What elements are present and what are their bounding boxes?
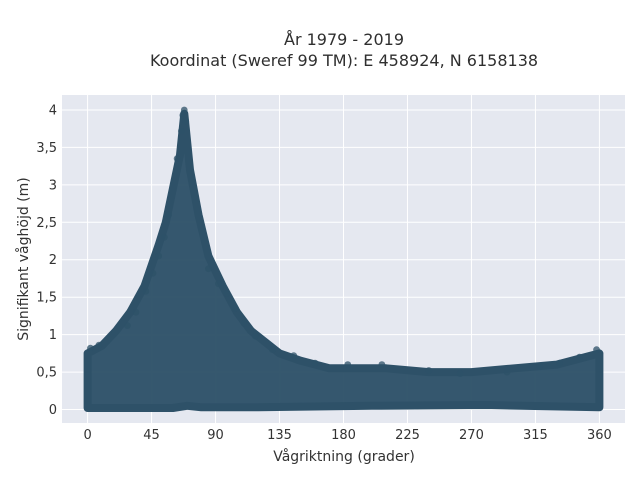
point-density-envelope: [83, 109, 604, 412]
x-tick-labels: 0 45 90 135 180 225 270 315 360: [83, 428, 611, 443]
y-tick-label: 4: [49, 103, 57, 118]
scatter-point: [160, 233, 168, 241]
scatter-point: [240, 320, 248, 327]
scatter-point: [95, 341, 103, 349]
y-tick-label: 2,5: [36, 216, 57, 231]
scatter-point: [425, 367, 433, 374]
y-axis-title: Signifikant våghöjd (m): [15, 177, 32, 340]
y-tick-label: 3: [49, 178, 57, 193]
scatter-point: [149, 269, 157, 277]
scatter-point: [593, 346, 600, 354]
x-tick-label: 0: [83, 428, 91, 443]
x-tick-label: 270: [459, 428, 484, 443]
scatter-point: [556, 359, 564, 367]
scatter-point: [503, 368, 511, 376]
scatter-point: [205, 265, 212, 273]
x-tick-label: 315: [523, 428, 548, 443]
scatter-point: [344, 361, 352, 368]
y-tick-label: 0,5: [36, 366, 57, 381]
x-tick-label: 45: [143, 428, 160, 443]
scatter-point: [290, 352, 298, 360]
scatter-points: [87, 106, 600, 377]
chart-title-line1: År 1979 - 2019: [284, 30, 404, 49]
scatter-point: [232, 305, 239, 312]
x-axis-title: Vågriktning (grader): [273, 448, 415, 465]
scatter-cloud: [83, 109, 604, 412]
scatter-point: [179, 111, 187, 119]
y-tick-label: 3,5: [36, 141, 57, 156]
y-tick-label: 2: [49, 253, 57, 268]
x-tick-label: 180: [331, 428, 356, 443]
y-tick-labels: 0 0,5 1 1,5 2 2,5 3 3,5 4: [36, 103, 57, 418]
scatter-point: [576, 353, 583, 361]
scatter-point: [180, 106, 188, 114]
scatter-point: [123, 322, 131, 330]
y-tick-label: 1: [49, 328, 57, 343]
scatter-point: [173, 155, 181, 163]
chart-title-line2: Koordinat (Sweref 99 TM): E 458924, N 61…: [150, 51, 538, 70]
scatter-point: [178, 127, 185, 135]
x-tick-label: 225: [395, 428, 420, 443]
x-tick-label: 90: [207, 428, 224, 443]
scatter-point: [456, 370, 464, 377]
scatter-point: [142, 287, 150, 295]
scatter-point: [536, 362, 544, 370]
scatter-point: [214, 280, 222, 288]
y-tick-label: 1,5: [36, 291, 57, 306]
scatter-point: [269, 346, 276, 354]
scatter-point: [155, 252, 163, 260]
x-tick-label: 135: [267, 428, 292, 443]
scatter-point: [311, 359, 319, 367]
x-tick-label: 360: [587, 428, 612, 443]
scatter-point: [378, 361, 386, 368]
scatter-point: [223, 290, 231, 297]
scatter-point: [182, 117, 190, 125]
scatter-point: [87, 344, 94, 352]
y-tick-label: 0: [49, 403, 57, 418]
scatter-point: [132, 308, 140, 316]
scatter-point: [165, 211, 173, 219]
scatter-point: [251, 332, 259, 340]
